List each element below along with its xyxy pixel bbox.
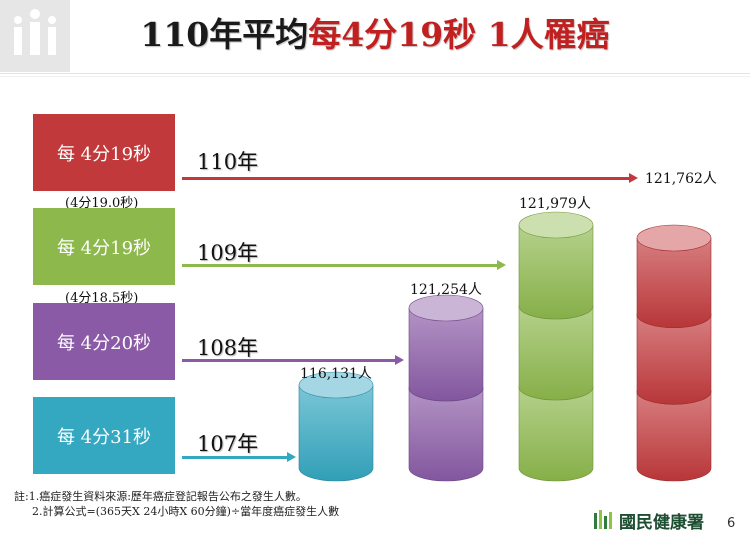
org-mark-icon [592, 508, 616, 532]
arrow-109 [182, 260, 506, 270]
interval-label: 每 4分19秒 [56, 237, 152, 259]
bar-segment-top [518, 211, 594, 239]
value-label-107: 116,131人 [300, 366, 372, 382]
bar-segment [636, 314, 712, 405]
year-label-109: 109年 [197, 241, 259, 265]
value-label-108: 121,254人 [410, 282, 482, 298]
interval-box-107: 每 4分31秒 [33, 397, 175, 474]
interval-exact-110: (4分19.0秒) [62, 192, 142, 211]
interval-box-110: 每 4分19秒 [33, 114, 175, 191]
bar-segment [636, 237, 712, 328]
arrow-108 [182, 355, 404, 365]
bar-108年 [408, 294, 484, 482]
interval-label: 每 4分20秒 [56, 332, 152, 354]
bar-segment [518, 386, 594, 482]
year-label-107: 107年 [197, 432, 259, 456]
year-label-110: 110年 [197, 150, 259, 174]
value-label-110: 121,762人 [645, 171, 717, 187]
bar-110年 [636, 224, 712, 482]
bar-segment-top [298, 371, 374, 399]
bar-segment-top [636, 224, 712, 252]
interval-box-108: 每 4分20秒 [33, 303, 175, 380]
divider [0, 73, 750, 74]
footnote-line-2: 2.計算公式=(365天X 24小時X 60分鐘)÷當年度癌症發生人數 [32, 505, 340, 518]
bar-segment [408, 387, 484, 482]
page-number: 6 [727, 516, 736, 531]
bar-segment [298, 384, 374, 482]
interval-box-109: 每 4分19秒 [33, 208, 175, 285]
bar-segment-top [408, 294, 484, 322]
interval-exact-109: (4分18.5秒) [62, 287, 142, 306]
value-label-109: 121,979人 [519, 196, 591, 212]
bar-segment [636, 391, 712, 482]
title-main: 110年平均 [140, 15, 309, 54]
footnote: 註:1.癌症發生資料來源:歷年癌症登記報告公布之發生人數。 2.計算公式=(36… [14, 489, 339, 519]
year-label-108: 108年 [197, 336, 259, 360]
bar-107年 [298, 371, 374, 482]
arrow-107 [182, 452, 296, 462]
divider [0, 76, 750, 77]
bar-segment [518, 224, 594, 320]
bar-109年 [518, 211, 594, 482]
org-name: 國民健康署 [619, 512, 704, 533]
title-highlight: 每4分19秒 1人罹癌 [308, 15, 610, 54]
bar-segment [408, 307, 484, 402]
org-logo: 國民健康署 [592, 507, 704, 533]
arrow-110 [182, 173, 638, 183]
footnote-line-1: 註:1.癌症發生資料來源:歷年癌症登記報告公布之發生人數。 [14, 490, 307, 503]
page-title: 110年平均每4分19秒 1人罹癌 [0, 8, 750, 56]
bar-segment [518, 305, 594, 401]
interval-label: 每 4分31秒 [56, 426, 152, 448]
agency-logo-icon [0, 0, 70, 72]
interval-label: 每 4分19秒 [56, 143, 152, 165]
